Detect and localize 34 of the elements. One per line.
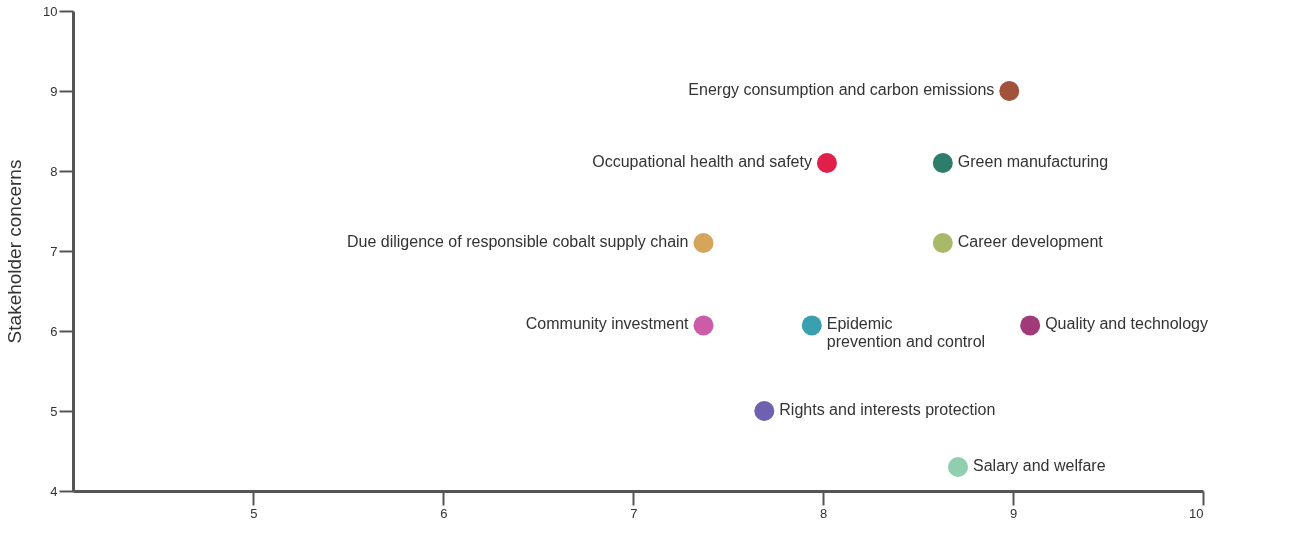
x-tick-label: 6	[440, 505, 448, 521]
point	[801, 315, 822, 336]
y-tick-label: 7	[50, 243, 58, 259]
x-tick-label: 5	[250, 505, 258, 521]
y-axis-title: Stakeholder concerns	[4, 159, 26, 344]
point	[932, 153, 953, 173]
series-label: Rights and interests protection	[779, 401, 996, 418]
y-tick-label: 6	[50, 323, 58, 339]
series-label: Energy consumption and carbon emissions	[688, 81, 995, 98]
y-tick-label: 10	[43, 3, 58, 19]
point	[754, 401, 775, 421]
series-label: Due diligence of responsible cobalt supply chain	[346, 233, 689, 250]
x-tick-label: 10	[1189, 505, 1204, 521]
series-label: Salary and welfare	[973, 457, 1106, 474]
series-label: Career development	[957, 233, 1104, 250]
x-tick-label: 9	[1009, 505, 1018, 521]
point	[999, 81, 1020, 101]
x-tick-label: 7	[630, 505, 638, 521]
y-tick-label: 9	[50, 83, 58, 99]
series-label: Occupational health and safety	[592, 153, 812, 170]
y-tick-label: 4	[50, 483, 58, 499]
point	[932, 233, 953, 253]
point	[693, 315, 714, 336]
point	[693, 233, 714, 253]
y-tick-label: 5	[50, 403, 58, 419]
series-label: Epidemic prevention and control	[826, 315, 986, 351]
series-label: Green manufacturing	[957, 153, 1109, 170]
x-tick-label: 8	[820, 505, 828, 521]
y-tick-label: 8	[50, 163, 58, 179]
point	[1020, 315, 1041, 336]
point	[816, 153, 837, 173]
series-label: Community investment	[525, 315, 690, 333]
series-label: Quality and technology	[1045, 315, 1208, 333]
point	[948, 457, 969, 477]
